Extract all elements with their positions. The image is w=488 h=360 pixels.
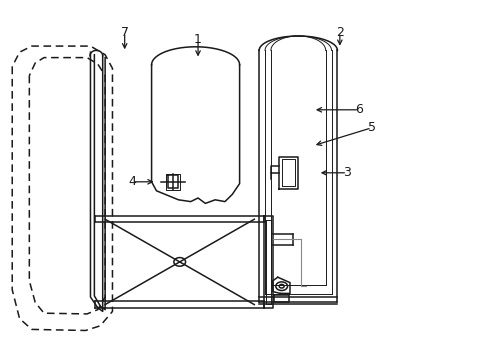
Text: 2: 2 — [335, 26, 343, 39]
Text: 6: 6 — [355, 103, 363, 116]
Text: 4: 4 — [128, 175, 136, 188]
Text: 7: 7 — [121, 26, 128, 39]
Text: 5: 5 — [367, 121, 375, 134]
Text: 1: 1 — [194, 33, 202, 46]
Text: 3: 3 — [343, 166, 350, 179]
